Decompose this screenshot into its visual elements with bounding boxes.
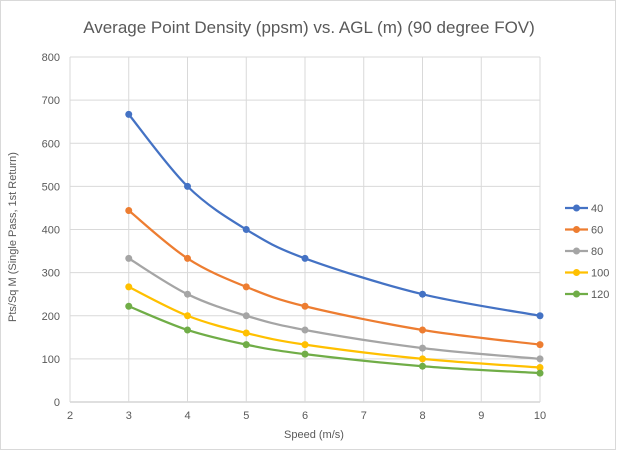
legend-marker-100 (573, 269, 580, 276)
data-point-40 (125, 110, 133, 118)
x-tick-label: 6 (302, 410, 308, 422)
data-point-120 (184, 326, 191, 334)
data-point-60 (125, 207, 133, 215)
x-tick-label: 7 (361, 410, 367, 422)
legend-label-60: 60 (591, 225, 603, 237)
data-point-120 (125, 302, 133, 310)
legend-label-40: 40 (591, 203, 603, 215)
data-point-100 (536, 364, 544, 371)
y-tick-label: 500 (42, 181, 60, 193)
data-point-120 (301, 350, 309, 358)
x-tick-label: 3 (126, 410, 132, 422)
data-point-60 (419, 326, 426, 334)
y-tick-label: 800 (42, 52, 60, 64)
data-point-100 (242, 329, 250, 337)
data-point-100 (419, 355, 426, 363)
data-point-80 (301, 326, 309, 334)
data-point-120 (536, 369, 544, 377)
legend-marker-60 (573, 226, 580, 233)
data-point-60 (242, 283, 250, 291)
legend-label-80: 80 (591, 246, 603, 258)
series-line-40 (127, 113, 541, 317)
data-point-40 (184, 182, 191, 190)
x-axis-label: Speed (m/s) (284, 429, 344, 441)
x-tick-label: 2 (67, 410, 73, 422)
data-point-60 (301, 302, 309, 310)
data-point-60 (184, 254, 191, 262)
data-point-100 (184, 312, 191, 320)
series-line-100 (128, 285, 541, 369)
y-axis-label: Pts/Sq M (Single Pass, 1st Return) (7, 152, 19, 322)
data-point-80 (125, 254, 133, 262)
x-tick-label: 4 (184, 410, 190, 422)
data-point-100 (125, 283, 133, 291)
data-point-40 (536, 312, 544, 320)
legend-marker-80 (573, 247, 580, 255)
data-point-80 (536, 355, 544, 363)
legend-label-100: 100 (591, 268, 609, 280)
legend-label-120: 120 (591, 289, 609, 301)
y-tick-label: 100 (42, 354, 60, 366)
data-point-80 (184, 290, 191, 298)
data-point-60 (536, 341, 544, 349)
chart-title: Average Point Density (ppsm) vs. AGL (m)… (83, 18, 535, 37)
legend-marker-40 (573, 204, 580, 212)
y-tick-label: 400 (42, 225, 60, 237)
x-tick-label: 10 (534, 410, 546, 422)
data-point-80 (419, 344, 426, 352)
y-tick-label: 0 (54, 397, 60, 409)
data-point-120 (242, 341, 250, 349)
y-tick-label: 200 (42, 311, 60, 323)
data-point-40 (419, 290, 426, 298)
legend-marker-120 (573, 290, 580, 298)
series-line-80 (128, 257, 541, 360)
data-point-100 (301, 341, 309, 349)
data-point-80 (242, 312, 250, 320)
data-point-120 (419, 362, 426, 370)
x-tick-label: 8 (419, 410, 425, 422)
data-point-40 (301, 254, 309, 262)
data-point-40 (242, 226, 250, 233)
x-tick-label: 9 (478, 410, 484, 422)
series-line-60 (128, 209, 541, 346)
y-tick-label: 300 (42, 268, 60, 280)
y-tick-label: 600 (42, 138, 60, 150)
x-tick-label: 5 (243, 410, 249, 422)
y-tick-label: 700 (42, 95, 60, 107)
